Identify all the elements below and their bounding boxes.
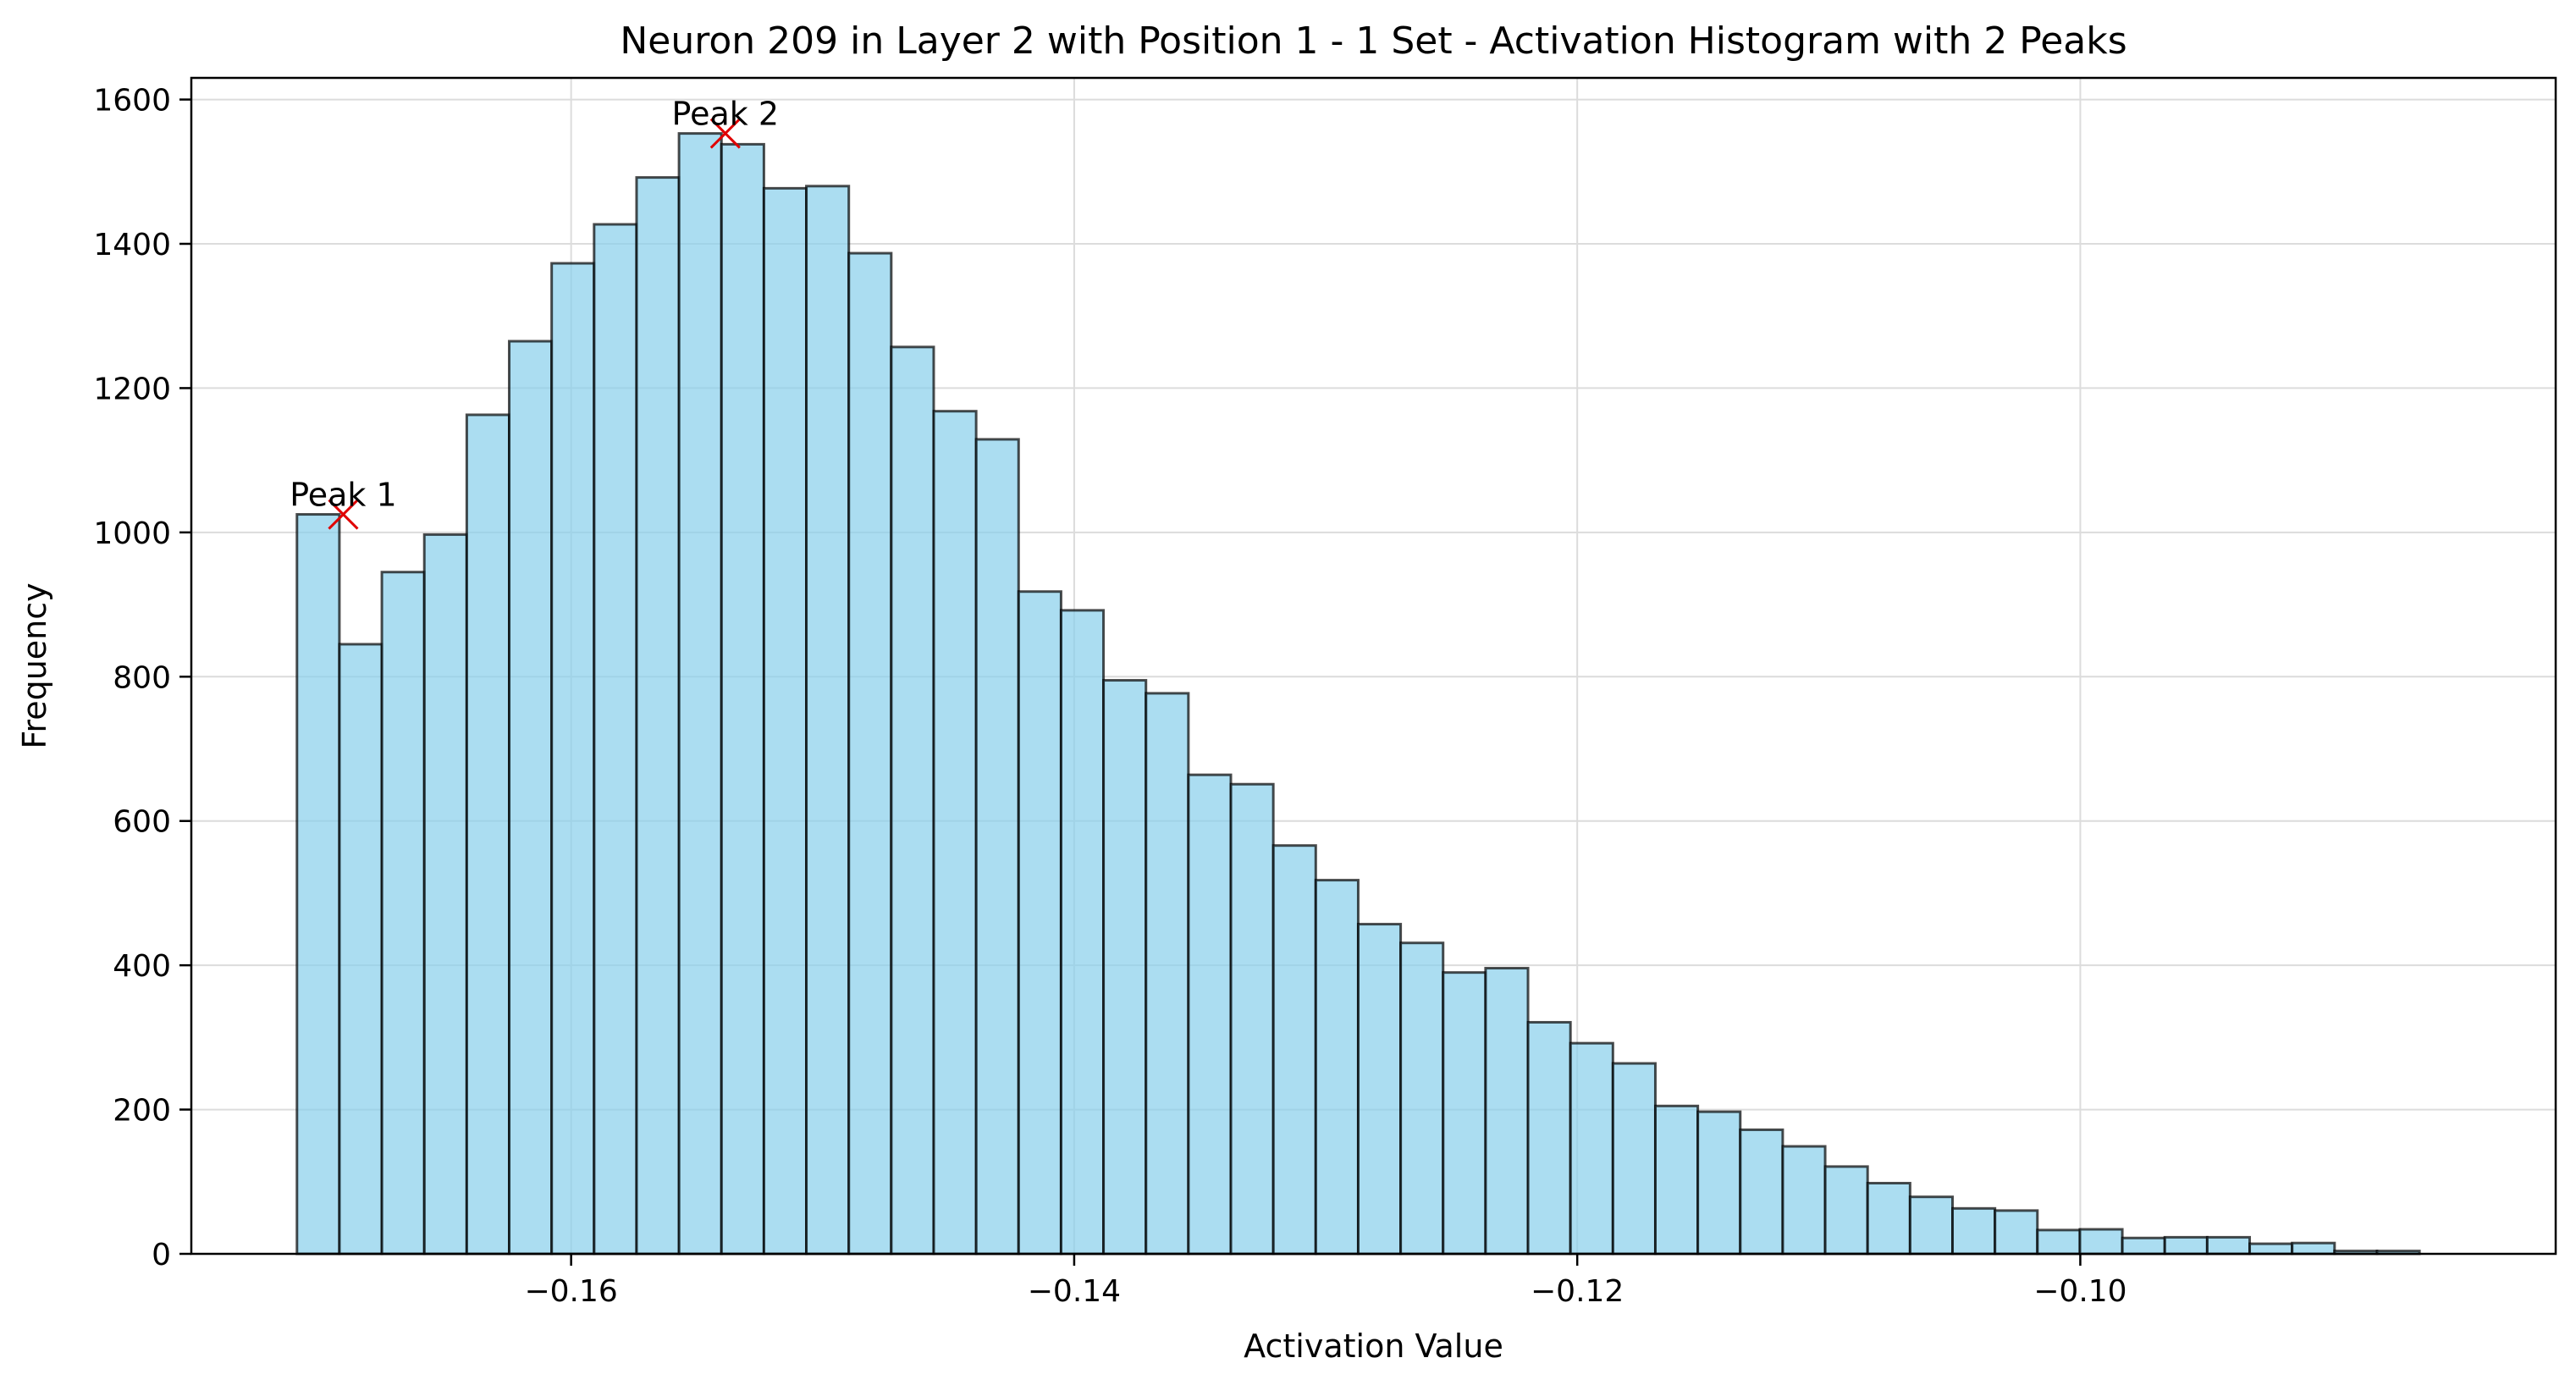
histogram-bar bbox=[508, 339, 554, 1256]
histogram-bar bbox=[974, 438, 1020, 1256]
bar-layer bbox=[295, 132, 2421, 1256]
peak-marker bbox=[328, 499, 359, 530]
peak-layer: Peak 1 Peak 2 bbox=[290, 96, 780, 530]
histogram-bar bbox=[593, 223, 638, 1256]
histogram-bar bbox=[422, 533, 468, 1256]
histogram-bar bbox=[1994, 1209, 2039, 1256]
peak-label: Peak 2 bbox=[672, 96, 780, 133]
peak-label: Peak 1 bbox=[290, 477, 397, 514]
histogram-bar bbox=[890, 345, 935, 1256]
histogram-bar bbox=[1059, 609, 1106, 1256]
histogram-bar bbox=[805, 185, 851, 1256]
histogram-bar bbox=[1569, 1041, 1614, 1256]
peak-marker bbox=[709, 118, 741, 149]
histogram-bar bbox=[550, 262, 596, 1256]
y-tick-label: 1600 bbox=[93, 84, 171, 119]
histogram-bar bbox=[1823, 1165, 1869, 1256]
histogram-bar bbox=[1145, 692, 1190, 1256]
x-tick-label: −0.10 bbox=[2033, 1274, 2126, 1309]
histogram-bar bbox=[1484, 967, 1530, 1256]
histogram-bar bbox=[762, 186, 808, 1256]
histogram-bar bbox=[1442, 971, 1487, 1256]
histogram-bar bbox=[1271, 844, 1317, 1256]
histogram-bar bbox=[1017, 590, 1062, 1256]
histogram-bar bbox=[380, 571, 426, 1256]
histogram-bar bbox=[2036, 1228, 2082, 1256]
x-tick-label: −0.16 bbox=[524, 1274, 617, 1309]
histogram-bar bbox=[2205, 1235, 2252, 1256]
histogram-bar bbox=[2163, 1235, 2209, 1256]
y-tick-label: 1200 bbox=[93, 372, 171, 406]
x-tick-label: −0.12 bbox=[1531, 1274, 1624, 1309]
histogram-bar bbox=[2121, 1236, 2166, 1256]
histogram-bar bbox=[635, 176, 681, 1256]
histogram-bar bbox=[465, 413, 511, 1256]
y-tick-label: 400 bbox=[113, 949, 171, 984]
x-axis-label: Activation Value bbox=[1244, 1328, 1503, 1365]
histogram-bar bbox=[1653, 1104, 1700, 1256]
histogram-bar bbox=[2291, 1241, 2336, 1256]
histogram-bar bbox=[1739, 1128, 1784, 1256]
histogram-bar bbox=[1399, 941, 1445, 1256]
histogram-bar bbox=[338, 643, 383, 1256]
histogram-bar bbox=[1908, 1195, 1954, 1256]
histogram-bar bbox=[1229, 782, 1275, 1256]
y-axis-label: Frequency bbox=[16, 582, 53, 748]
histogram-bar bbox=[1187, 773, 1233, 1256]
histogram-bar bbox=[847, 251, 893, 1256]
histogram-bar bbox=[1696, 1110, 1742, 1256]
histogram-bar bbox=[932, 410, 978, 1256]
tick-layer: −0.16 −0.14 −0.12 −0.10 0 200 400 600 800 1000 120… bbox=[93, 84, 2126, 1309]
y-tick-label: 0 bbox=[152, 1238, 171, 1272]
y-tick-label: 800 bbox=[113, 660, 171, 695]
histogram-bar bbox=[1866, 1181, 1911, 1256]
x-tick-label: −0.14 bbox=[1028, 1274, 1121, 1309]
histogram-bar bbox=[295, 513, 341, 1256]
histogram-bar bbox=[1611, 1062, 1657, 1256]
histogram-bar bbox=[1102, 679, 1148, 1256]
histogram-bar bbox=[1356, 923, 1403, 1256]
histogram-bar bbox=[1950, 1206, 1997, 1256]
histogram-bar bbox=[2078, 1228, 2124, 1256]
histogram-bar bbox=[2248, 1242, 2294, 1256]
y-tick-label: 1000 bbox=[93, 516, 171, 551]
y-tick-label: 200 bbox=[113, 1094, 171, 1129]
histogram-bar bbox=[677, 132, 723, 1256]
y-tick-label: 1400 bbox=[93, 228, 171, 262]
histogram-bar bbox=[1526, 1020, 1572, 1256]
histogram-bar bbox=[720, 142, 765, 1256]
y-tick-label: 600 bbox=[113, 805, 171, 840]
chart-title: Neuron 209 in Layer 2 with Position 1 - … bbox=[620, 19, 2126, 63]
axes-frame bbox=[190, 76, 2557, 1256]
histogram-bar bbox=[1314, 879, 1360, 1256]
histogram-bar bbox=[1781, 1145, 1827, 1256]
